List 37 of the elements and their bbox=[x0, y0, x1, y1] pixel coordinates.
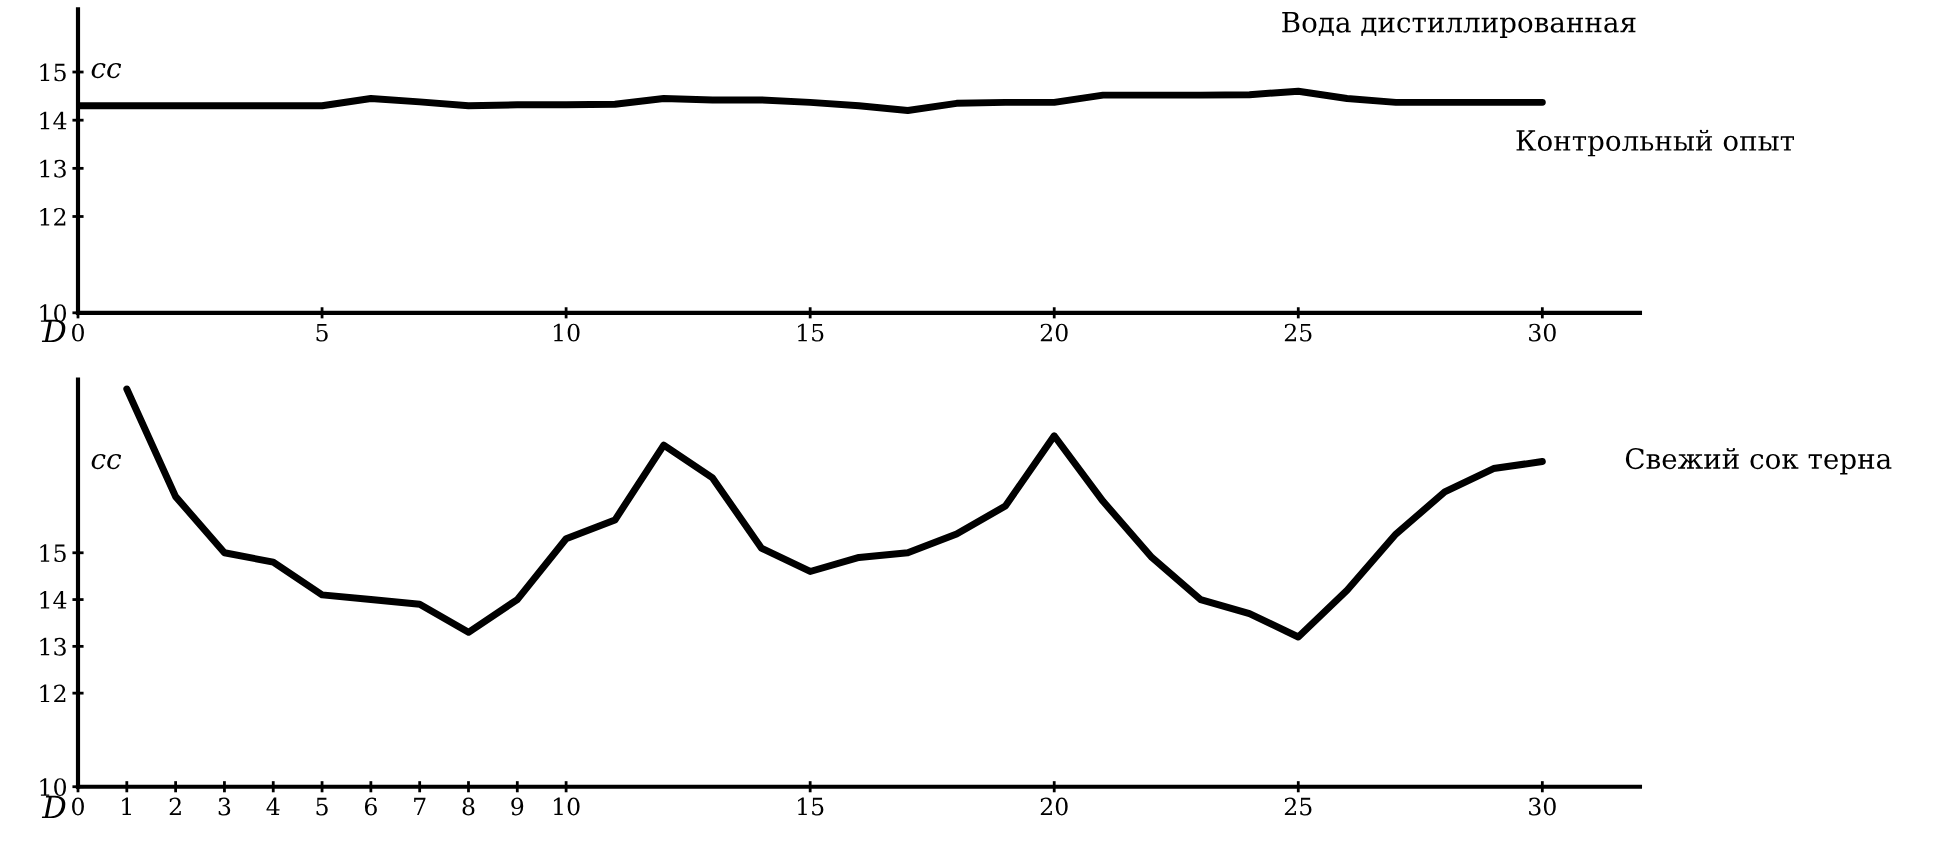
x-tick-label: 5 bbox=[316, 797, 328, 816]
y-tick-label: 12 bbox=[40, 207, 66, 226]
x-tick-label: 5 bbox=[316, 323, 328, 342]
x-tick-label: 20 bbox=[1040, 323, 1068, 342]
x-tick-label: 20 bbox=[1040, 797, 1068, 816]
y-axis-title: cc bbox=[91, 453, 122, 470]
x-tick-label: 15 bbox=[798, 797, 824, 816]
y-tick-label: 15 bbox=[40, 63, 66, 82]
x-tick-label: 25 bbox=[1284, 797, 1312, 816]
x-tick-label: 0 bbox=[72, 323, 84, 342]
y-tick-label: 14 bbox=[40, 111, 67, 130]
y-tick-label: 12 bbox=[40, 684, 66, 703]
y-axis-title: cc bbox=[91, 62, 122, 79]
x-tick-label: 4 bbox=[266, 797, 280, 816]
x-tick-label: 10 bbox=[553, 323, 580, 342]
y-tick-label: 14 bbox=[40, 591, 67, 609]
x-tick-label: 9 bbox=[511, 797, 524, 816]
x-tick-label: 15 bbox=[798, 323, 824, 342]
annotation: Контрольный опыт bbox=[1516, 129, 1794, 157]
x-tick-label: 10 bbox=[553, 797, 580, 816]
x-tick-label: 6 bbox=[364, 797, 377, 816]
x-tick-label: 3 bbox=[218, 797, 231, 816]
text: Свежий сок терна bbox=[1625, 447, 1892, 475]
x-tick-label: 30 bbox=[1529, 797, 1556, 816]
x-axis-title: D bbox=[41, 795, 66, 819]
x-tick-label: 2 bbox=[169, 797, 181, 816]
x-tick-label: 7 bbox=[414, 797, 426, 816]
y-tick-label: 13 bbox=[40, 637, 66, 656]
x-tick-label: 1 bbox=[122, 797, 131, 816]
y-tick-label: 13 bbox=[40, 159, 66, 178]
x-tick-label: 8 bbox=[462, 797, 475, 816]
y-tick-label: 10 bbox=[40, 778, 67, 797]
x-tick-label: 30 bbox=[1529, 323, 1556, 342]
series-label: Вода дистиллированная bbox=[1282, 12, 1636, 39]
y-tick-label: 15 bbox=[40, 544, 66, 563]
x-tick-label: 0 bbox=[72, 797, 84, 816]
x-tick-label: 25 bbox=[1284, 323, 1312, 342]
